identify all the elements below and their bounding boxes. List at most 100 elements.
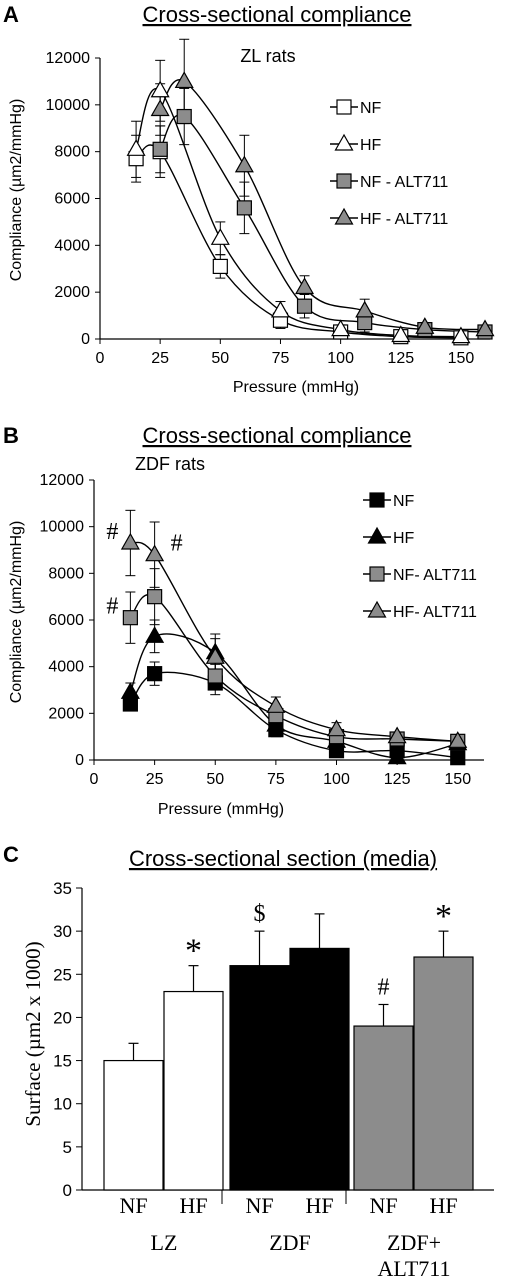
legend-label: HF- ALT711 [393,604,477,621]
data-point [210,228,230,245]
x-tick-label: 150 [448,350,475,367]
y-tick-label: 6000 [48,612,84,629]
bar [413,956,474,1191]
legend-marker [336,99,352,115]
data-point [331,319,351,337]
chart-a-ylabel: Compliance (µm2/mmHg) [8,99,25,282]
chart-c-ylabel: Surface (µm2 x 1000) [21,941,45,1126]
legend-marker [334,207,354,225]
data-point [122,610,138,626]
y-tick-label: 4000 [54,237,90,254]
significance-mark: # [106,594,118,620]
y-tick-label: 2000 [48,705,84,722]
significance-mark: # [106,519,118,545]
x-tick-label: 125 [384,771,411,788]
y-tick-label: 30 [53,922,72,941]
data-point [207,668,223,684]
significance-mark: * [185,933,202,970]
y-tick-label: 0 [75,752,84,769]
legend-label: NF- ALT711 [393,567,477,584]
data-point [145,626,165,643]
y-tick-label: 10 [53,1095,72,1114]
y-tick-label: 10000 [46,97,91,114]
data-point [150,80,170,98]
data-point [120,532,140,550]
data-point [150,99,170,117]
y-tick-label: 2000 [54,284,90,301]
data-point [205,647,225,664]
group-label: ZDF+ [387,1230,441,1255]
y-tick-label: 25 [53,965,72,984]
series-line [159,79,486,331]
chart-b-ylabel: Compliance (µm2/mmHg) [8,521,25,704]
y-tick-label: 0 [81,331,90,348]
panel-c-letter: C [3,842,19,867]
y-tick-label: 8000 [54,144,90,161]
data-point [387,726,407,744]
data-point [266,696,286,713]
data-point [296,298,313,314]
y-tick-label: 35 [53,879,72,898]
chart-c: C Cross-sectional section (media) Surfac… [3,842,494,1280]
data-point [357,315,373,331]
y-tick-label: 15 [53,1052,72,1071]
legend-marker [367,526,387,544]
chart-a-annotation: ZL rats [240,46,295,66]
legend-label: HF [393,530,415,547]
y-tick-label: 10000 [40,519,85,536]
x-tick-label: 0 [90,771,99,788]
legend-marker [336,173,352,189]
chart-a-title: Cross-sectional compliance [143,2,412,27]
x-tick-label: 75 [272,350,290,367]
category-label: NF [119,1193,147,1218]
legend-marker [334,133,354,151]
data-point [475,319,495,337]
group-label: ZDF [269,1230,311,1255]
significance-mark: # [378,974,390,1000]
category-label: HF [305,1193,333,1218]
legend-label: NF - ALT711 [360,174,448,191]
y-tick-label: 5 [63,1138,72,1157]
y-tick-label: 4000 [48,659,84,676]
data-point [391,325,411,343]
legend-label: NF [393,493,415,510]
data-point [236,200,252,216]
x-tick-label: 100 [327,350,354,367]
x-tick-label: 75 [267,771,285,788]
chart-c-title: Cross-sectional section (media) [129,846,437,871]
x-tick-label: 150 [444,771,471,788]
y-tick-label: 12000 [40,472,85,489]
data-point [295,277,315,295]
x-tick-label: 50 [206,771,224,788]
legend-marker [369,492,385,508]
y-tick-label: 0 [63,1181,72,1200]
data-point [415,317,435,334]
data-point [270,300,290,318]
bar [353,1025,414,1191]
y-tick-label: 20 [53,1008,72,1027]
data-point [147,589,163,605]
data-point [326,719,347,737]
category-label: NF [245,1193,273,1218]
significance-mark: * [435,898,452,935]
bar [103,1059,164,1191]
category-label: HF [429,1193,457,1218]
legend-marker [369,566,385,582]
data-point [120,682,140,699]
chart-b-title: Cross-sectional compliance [143,423,412,448]
chart-b: B Cross-sectional compliance ZDF rats Pr… [3,423,484,818]
legend-marker [367,600,387,618]
group-label: ALT711 [378,1256,451,1280]
data-point [212,258,228,275]
data-point [145,544,165,562]
data-point [152,141,168,157]
chart-b-xlabel: Pressure (mmHg) [158,801,284,818]
category-label: NF [369,1193,397,1218]
legend-label: HF - ALT711 [360,211,448,228]
y-tick-label: 6000 [54,191,90,208]
chart-a: A Cross-sectional compliance ZL rats Pre… [3,2,495,396]
data-point [174,71,194,89]
chart-b-annotation: ZDF rats [135,454,205,474]
x-tick-label: 25 [146,771,164,788]
